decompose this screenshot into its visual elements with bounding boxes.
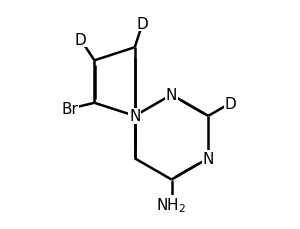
Text: Br: Br <box>61 102 78 117</box>
Text: N: N <box>202 151 214 166</box>
Text: N: N <box>129 109 140 124</box>
Text: D: D <box>137 16 148 31</box>
Text: NH$_2$: NH$_2$ <box>156 196 187 214</box>
Text: D: D <box>74 33 86 47</box>
Text: D: D <box>224 96 236 111</box>
Text: N: N <box>166 88 177 103</box>
